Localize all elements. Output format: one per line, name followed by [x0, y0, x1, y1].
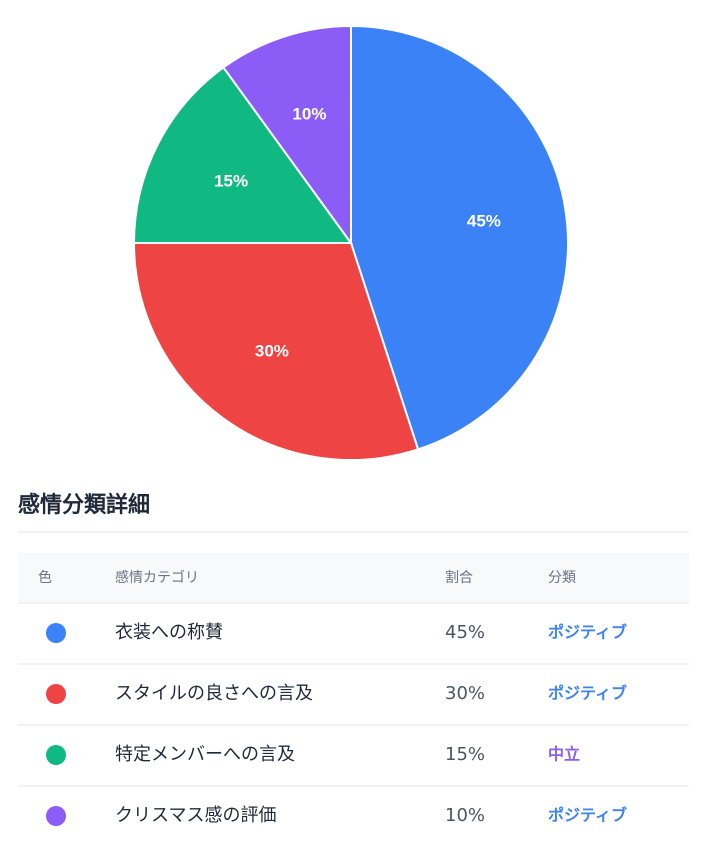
- pie-label: 10%: [292, 105, 326, 124]
- category-cell: 衣装への称賛: [115, 622, 223, 643]
- color-dot: [46, 684, 66, 704]
- pie-label: 15%: [214, 171, 248, 190]
- class-cell: ポジティブ: [548, 684, 627, 703]
- table-header: 感情カテゴリ: [115, 569, 199, 586]
- category-cell: スタイルの良さへの言及: [115, 683, 313, 704]
- pie-label: 45%: [467, 211, 501, 230]
- color-dot: [46, 623, 66, 643]
- category-cell: クリスマス感の評価: [115, 805, 276, 826]
- color-dot: [46, 806, 66, 826]
- table-title: 感情分類詳細: [18, 492, 150, 518]
- share-cell: 45%: [445, 622, 485, 643]
- pie-slice: [132, 242, 420, 461]
- class-cell: ポジティブ: [548, 623, 627, 642]
- table-header: 色: [38, 569, 52, 586]
- category-cell: 特定メンバーへの言及: [115, 744, 295, 765]
- pie-label: 30%: [255, 341, 289, 360]
- share-cell: 15%: [445, 744, 485, 765]
- table-header: 分類: [548, 570, 576, 586]
- color-dot: [46, 745, 66, 765]
- pie-slice: [222, 24, 352, 247]
- share-cell: 30%: [445, 683, 485, 704]
- table-header: 割合: [445, 569, 473, 586]
- share-cell: 10%: [445, 805, 485, 826]
- table-header-bg: [18, 553, 689, 603]
- class-cell: ポジティブ: [548, 806, 627, 825]
- pie-slice: [132, 66, 353, 244]
- pie-slice: [350, 24, 569, 451]
- class-cell: 中立: [548, 745, 580, 764]
